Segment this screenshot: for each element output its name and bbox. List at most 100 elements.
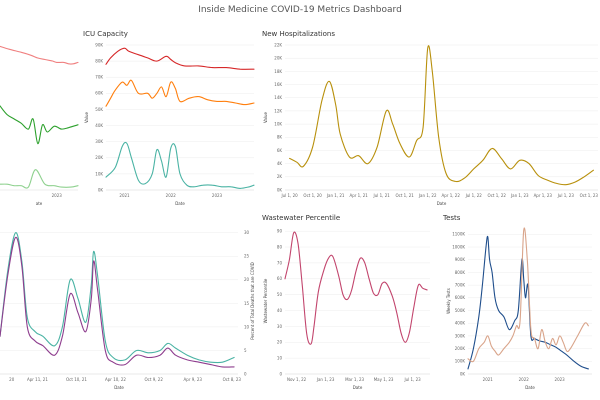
tests-y-tick-label: 200K [455,346,466,351]
left-bottom-x-tick-label: Apr 9, 23 [184,377,203,382]
left-bottom-x-tick-label: Oct 10, 21 [66,377,87,382]
left-bottom-y-tick-label: 10 [244,324,250,329]
left-bottom-y-tick-label: 5 [244,348,247,353]
left-bottom-series-2-line [0,236,235,368]
tests-x-tick-label: 2023 [555,377,566,382]
tests-y-axis-title: Weekly Tests [446,288,451,314]
tests-series-2-line [467,227,589,363]
hospitalizations-x-tick-label: Oct 1, 20 [303,193,322,198]
hospitalizations-y-tick-label: 22K [274,42,282,47]
wastewater-panel-title: Wastewater Percentile [262,214,341,222]
icu-series-1-line [105,47,255,70]
hospitalizations-x-tick-label: Jul 1, 21 [373,193,391,198]
tests-panel-title: Tests [443,214,461,222]
tests-y-tick-label: 500K [455,308,466,313]
hospitalizations-y-tick-label: 2K [277,174,283,179]
left-top-series-3-line [0,169,79,189]
wastewater-y-axis-title: Wastewater Percentile [263,278,268,323]
icu-y-tick-label: 50K [95,107,103,112]
wastewater-y-tick-label: 30 [277,324,283,329]
wastewater-y-tick-label: 90 [277,229,283,234]
icu-x-axis-title: Date [175,201,185,206]
wastewater-y-tick-label: 50 [277,292,283,297]
tests-y-tick-label: 1000K [452,244,465,249]
hospitalizations-x-tick-label: Apr 1, 22 [442,193,461,198]
icu-y-axis-title: Value [84,111,89,123]
hospitalizations-y-tick-label: 18K [274,69,282,74]
left-bottom-x-tick-label: Oct 9, 22 [145,377,164,382]
hospitalizations-x-tick-label: Jan 1, 21 [326,193,345,198]
tests-y-tick-label: 100K [455,359,466,364]
hospitalizations-x-tick-label: Apr 1, 21 [349,193,368,198]
icu-x-tick-label: 2021 [119,193,130,198]
wastewater-series-1-line [284,231,428,345]
left-top-x-axis-title: ate [36,201,43,206]
hospitalizations-y-axis-title: Value [263,111,268,123]
wastewater-y-tick-label: 80 [277,244,283,249]
tests-x-tick-label: 2022 [519,377,530,382]
icu-series-3-line [105,141,255,189]
left-bottom-y-tick-label: 15 [244,301,250,306]
wastewater-x-axis-title: Date [353,385,363,390]
hospitalizations-x-axis-title: Date [437,201,447,206]
hospitalizations-x-tick-label: Jan 1, 23 [510,193,529,198]
tests-y-tick-label: 600K [455,295,466,300]
wastewater-y-tick-label: 70 [277,260,283,265]
left-top-series-1-line [0,45,79,65]
icu-y-tick-label: 0K [98,187,104,192]
icu-y-tick-label: 10K [95,171,103,176]
left-bottom-x-tick-label: Apr 10, 22 [105,377,126,382]
icu-panel-title: ICU Capacity [83,30,128,38]
wastewater-x-tick-label: Jul 1, 23 [403,377,421,382]
tests-y-tick-label: 800K [455,270,466,275]
left-bottom-y-tick-label: 0 [244,371,247,376]
tests-y-tick-label: 700K [455,283,466,288]
left-bottom-y-axis-title: Percent of Total Deaths that are COVID [250,262,255,340]
dashboard-title: Inside Medicine COVID-19 Metrics Dashboa… [198,5,402,15]
tests-y-tick-label: 300K [455,333,466,338]
icu-series-2-line [105,79,255,107]
left-top-series-2-line [0,105,79,145]
hospitalizations-x-tick-label: Oct 1, 21 [395,193,414,198]
hospitalizations-x-tick-label: Jan 1, 22 [418,193,437,198]
left-bottom-x-tick-label: 20 [9,377,15,382]
wastewater-y-tick-label: 0 [279,371,282,376]
icu-y-tick-label: 60K [95,91,103,96]
hospitalizations-x-tick-label: Apr 1, 23 [534,193,553,198]
icu-x-tick-label: 2023 [212,193,223,198]
icu-y-tick-label: 70K [95,75,103,80]
hospitalizations-y-tick-label: 0K [277,187,283,192]
hospitalizations-y-tick-label: 12K [274,108,282,113]
hospitalizations-x-tick-label: Oct 1, 22 [488,193,507,198]
tests-y-tick-label: 0K [460,371,466,376]
icu-y-tick-label: 80K [95,59,103,64]
hospitalizations-x-tick-label: Jul 1, 20 [280,193,298,198]
wastewater-x-tick-label: May 1, 23 [374,377,394,382]
hospitalizations-x-tick-label: Jul 1, 23 [557,193,575,198]
left-bottom-x-axis-title: Date [114,385,124,390]
left-bottom-x-tick-label: Apr 11, 21 [27,377,48,382]
tests-y-tick-label: 900K [455,257,466,262]
icu-y-tick-label: 30K [95,139,103,144]
hospitalizations-y-tick-label: 8K [277,135,283,140]
hospitalizations-y-tick-label: 16K [274,82,282,87]
icu-y-tick-label: 40K [95,123,103,128]
wastewater-x-tick-label: Nov 1, 22 [287,377,307,382]
left-bottom-y-tick-label: 20 [244,277,250,282]
wastewater-y-tick-label: 60 [277,276,283,281]
hospitalizations-y-tick-label: 6K [277,148,283,153]
left-bottom-series-1-line [0,232,235,364]
hospitalizations-y-tick-label: 20K [274,56,282,61]
icu-y-tick-label: 20K [95,155,103,160]
tests-y-tick-label: 400K [455,321,466,326]
wastewater-y-tick-label: 40 [277,308,283,313]
tests-y-tick-label: 1100K [452,232,465,237]
icu-y-tick-label: 90K [95,42,103,47]
left-bottom-y-tick-label: 30 [244,230,250,235]
tests-x-tick-label: 2021 [483,377,494,382]
left-bottom-y-tick-label: 25 [244,254,250,259]
hospitalizations-x-tick-label: Jul 1, 22 [465,193,483,198]
wastewater-x-tick-label: Mar 1, 23 [345,377,364,382]
hospitalizations-y-tick-label: 10K [274,121,282,126]
